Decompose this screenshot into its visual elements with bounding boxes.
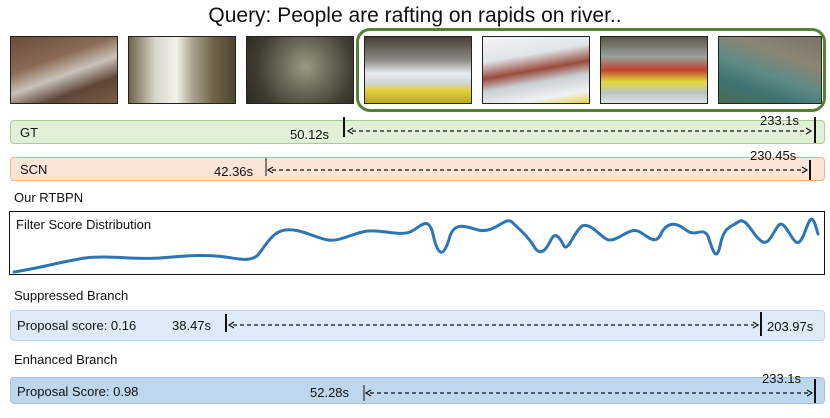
- enhanced-proposal-label: Proposal Score: 0.98: [17, 384, 139, 399]
- filter-score-box: [9, 211, 825, 275]
- enhanced-bar: [10, 377, 825, 404]
- waterfall-aerial-thumbnail: [10, 36, 118, 104]
- scn-label: SCN: [20, 162, 48, 177]
- suppressed-end-time: 203.97s: [767, 319, 814, 334]
- enhanced-start-time: 52.28s: [310, 385, 350, 400]
- enhanced-branch-label: Enhanced Branch: [14, 352, 118, 367]
- raft-yellow-thumbnail: [364, 36, 472, 104]
- ground-truth-frame: [356, 28, 826, 112]
- enhanced-span-arrow: [363, 379, 816, 403]
- suppressed-branch-label: Suppressed Branch: [14, 288, 129, 303]
- enhanced-end-time: 233.1s: [762, 371, 802, 386]
- query-title: Query: People are rafting on rapids on r…: [208, 4, 622, 27]
- filter-score-curve: [12, 217, 820, 274]
- scn-span-arrow: [265, 158, 811, 180]
- gt-end-time: 233.1s: [760, 113, 800, 128]
- river-gorge-thumbnail: [718, 36, 822, 104]
- scn-end-time: 230.45s: [750, 148, 797, 163]
- gt-start-time: 50.12s: [290, 127, 330, 142]
- scn-start-time: 42.36s: [214, 164, 254, 179]
- suppressed-start-time: 38.47s: [172, 318, 212, 333]
- filter-score-label: Filter Score Distribution: [16, 217, 152, 232]
- scn-bar: [10, 157, 825, 181]
- suppressed-span-arrow: [225, 312, 762, 336]
- waterfall-closeup-thumbnail: [128, 36, 236, 104]
- gt-bar: [10, 120, 825, 144]
- suppressed-proposal-label: Proposal score: 0.16: [17, 318, 137, 333]
- gt-label: GT: [20, 125, 39, 140]
- gt-span-arrow: [343, 117, 816, 143]
- raft-red-crew-thumbnail: [600, 36, 708, 104]
- rock-mist-thumbnail: [246, 36, 354, 104]
- model-label: Our RTBPN: [14, 190, 84, 205]
- raft-splash-thumbnail: [482, 36, 590, 104]
